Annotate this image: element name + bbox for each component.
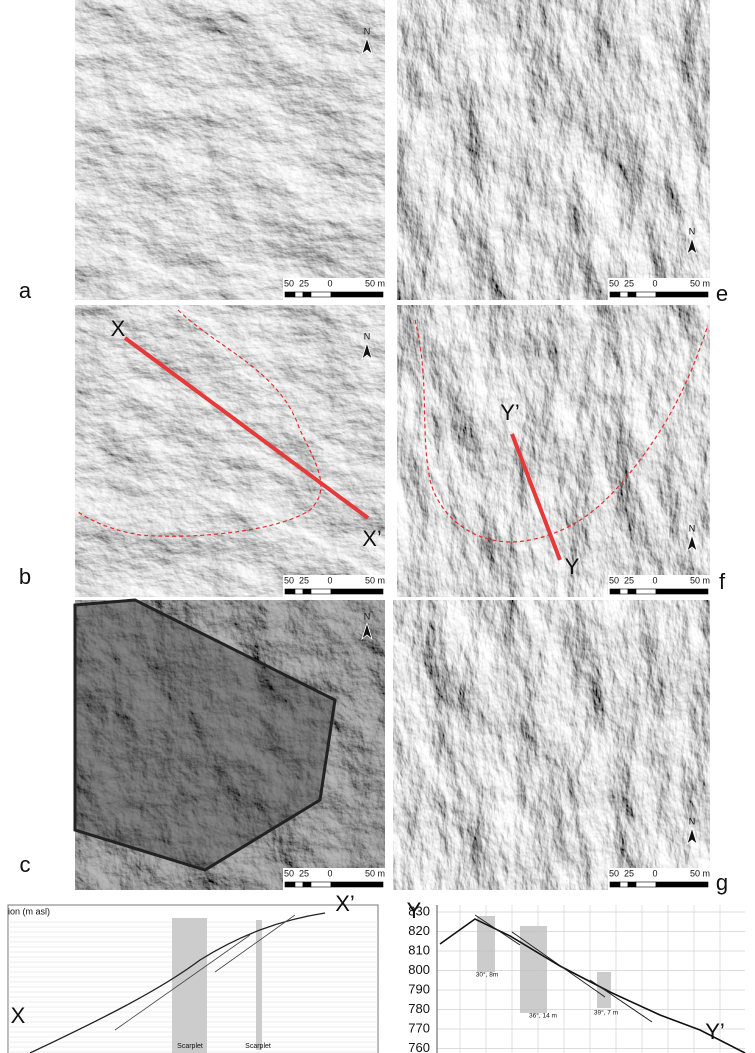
hillshade [393,600,710,890]
scale-segment [620,292,628,297]
page: a N 50 25 0 50 m e N 50 25 0 50 m b N 50 25 0 50 m f N 50 25 0… [0,0,755,1053]
scale-label: 25 [299,868,309,878]
scale-label: 50 [284,575,294,585]
scale-segment [620,882,628,887]
panel-label: b [19,564,31,589]
scale-label: 50 m [690,868,710,878]
panel-label: e [716,281,728,306]
scale-label: 50 m [690,575,710,585]
scale-segment [303,589,311,594]
north-label: N [364,331,371,341]
scale-label: 25 [299,278,309,288]
panel-label: f [719,569,726,594]
north-label: N [689,226,696,236]
scale-label: 0 [652,575,657,585]
scale-segment [285,882,295,887]
scale-segment [610,589,620,594]
panel-label: a [19,278,32,303]
north-label: N [364,611,371,621]
scale-label: 50 [609,278,619,288]
scale-segment [331,589,383,594]
scale-label: 25 [624,575,634,585]
figure: a N 50 25 0 50 m e N 50 25 0 50 m b N 50 25 0 50 m f N 50 25 0… [0,0,755,1053]
scale-segment [331,292,383,297]
scale-segment [628,882,636,887]
panel-label: c [20,852,31,877]
y-tick-label: 780 [408,1001,430,1016]
scale-label: 50 [609,868,619,878]
scale-label: 50 m [690,278,710,288]
hillshade [75,0,385,300]
north-label: N [689,523,696,533]
profile-marker: X [111,316,126,341]
scale-label: 0 [327,868,332,878]
scale-label: 25 [299,575,309,585]
annotation: 36°, 14 m [529,1012,557,1020]
hillshade [75,305,385,597]
profile-marker: X’ [362,526,382,551]
y-tick-label: 790 [408,981,430,996]
annotation: Scarplet [177,1043,203,1050]
scale-segment [656,882,708,887]
annotation: Scarplet [245,1043,271,1050]
hillshade [397,305,710,597]
north-label: N [689,816,696,826]
scale-segment [303,882,311,887]
profile-marker: Y [565,554,580,579]
scale-label: 0 [327,278,332,288]
scale-segment [610,292,620,297]
scale-segment [610,882,620,887]
hillshade [397,0,710,300]
scale-segment [628,589,636,594]
scale-label: 0 [652,868,657,878]
scale-label: 25 [624,278,634,288]
y-tick-label: 810 [408,942,430,957]
annotation: 39°, 7 m [594,1009,618,1017]
scale-segment [295,589,303,594]
scale-label: 50 m [365,278,385,288]
scale-segment [285,589,295,594]
scarplet-band [520,926,547,1013]
y-tick-label: 800 [408,962,430,977]
scale-segment [656,589,708,594]
profile-end: X [11,1003,26,1028]
panel-label: g [716,870,728,895]
scale-segment [331,882,383,887]
profile-end: X’ [335,891,355,916]
y-tick-label: 820 [408,923,430,938]
scale-label: 25 [624,868,634,878]
scale-segment [636,882,656,887]
scale-segment [636,589,656,594]
axis-label: ion (m asl) [8,906,50,916]
scale-segment [311,292,331,297]
y-tick-label: 770 [408,1020,430,1035]
scale-segment [285,292,295,297]
annotation: 30°, 8m [476,971,498,979]
scarplet-band [172,918,207,1053]
scale-segment [620,589,628,594]
scale-label: 50 [609,575,619,585]
profile-end: Y [407,898,422,923]
scale-label: 0 [652,278,657,288]
scale-segment [636,292,656,297]
scale-segment [628,292,636,297]
scale-label: 50 m [365,575,385,585]
scale-segment [303,292,311,297]
scale-label: 50 [284,868,294,878]
profile-end: Y’ [705,1019,725,1044]
scale-label: 0 [327,575,332,585]
north-label: N [364,26,371,36]
scale-label: 50 [284,278,294,288]
y-tick-label: 760 [408,1040,430,1053]
scale-segment [311,589,331,594]
scale-segment [295,882,303,887]
scale-segment [311,882,331,887]
profile-marker: Y’ [500,400,520,425]
scale-segment [656,292,708,297]
scale-segment [295,292,303,297]
scale-label: 50 m [365,868,385,878]
